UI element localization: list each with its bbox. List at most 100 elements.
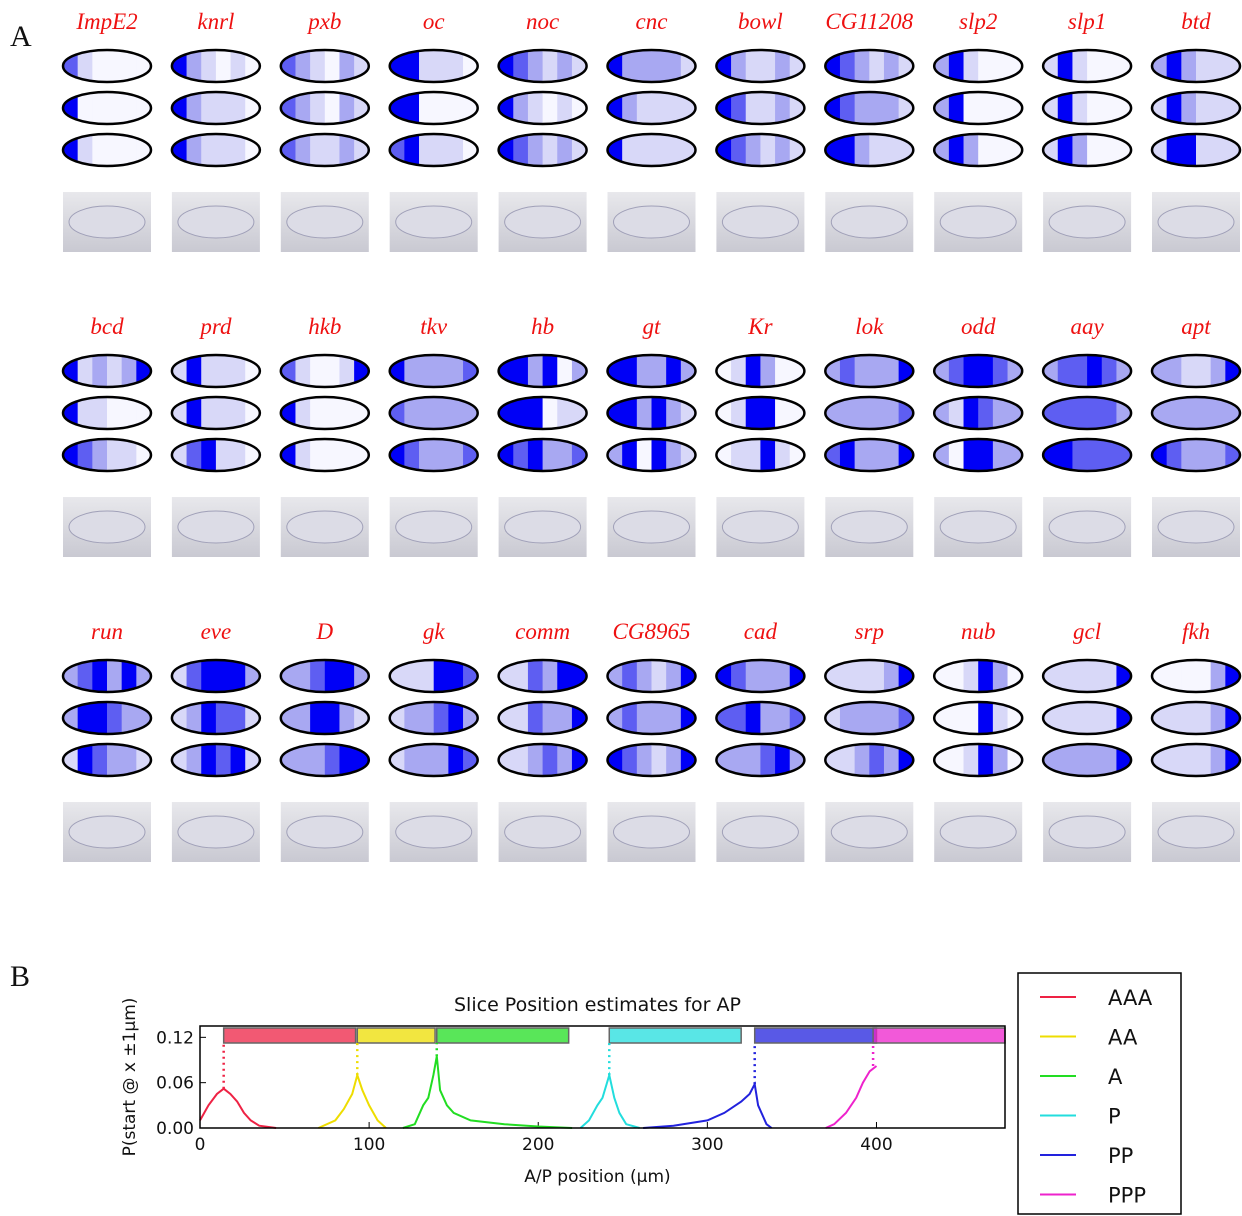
slice: [622, 134, 637, 166]
figure: A B ImpE2knrlpxbocnoccncbowlCG11208slp2s…: [0, 0, 1242, 1216]
slice: [310, 92, 325, 124]
slice: [1181, 702, 1196, 734]
embryo-photo-shape: [396, 816, 472, 848]
slice: [513, 134, 528, 166]
slice: [978, 355, 993, 387]
embryo-photo-shape: [722, 511, 798, 543]
gene-name: gk: [423, 619, 446, 644]
gene-name: cnc: [636, 9, 668, 34]
slice: [78, 134, 93, 166]
y-tick-label: 0.06: [156, 1074, 194, 1094]
slice: [855, 134, 870, 166]
slice: [1167, 92, 1182, 124]
slice: [187, 92, 202, 124]
slice: [201, 134, 216, 166]
slice: [310, 355, 325, 387]
slice: [855, 355, 870, 387]
slice: [78, 92, 93, 124]
slice: [107, 397, 122, 429]
slice: [949, 744, 964, 776]
embryo-photo-shape: [1049, 816, 1125, 848]
gene-name: tkv: [420, 314, 448, 339]
slice: [419, 660, 434, 692]
x-tick-label: 400: [860, 1135, 892, 1155]
slice: [187, 702, 202, 734]
slice: [652, 660, 667, 692]
slice: [637, 355, 652, 387]
slice: [92, 660, 107, 692]
gene-name: CG11208: [825, 9, 913, 34]
panel-label: B: [10, 960, 30, 993]
slice: [1058, 660, 1073, 692]
slice: [964, 439, 979, 471]
slice: [760, 50, 775, 82]
slice: [1072, 744, 1087, 776]
slice: [404, 397, 419, 429]
slice: [295, 355, 310, 387]
slice: [107, 355, 122, 387]
gene-name: nub: [961, 619, 996, 644]
slice: [622, 92, 637, 124]
embryo-photo-shape: [614, 206, 690, 238]
slice: [107, 439, 122, 471]
slice: [78, 702, 93, 734]
slice: [92, 439, 107, 471]
slice: [434, 355, 449, 387]
slice: [92, 744, 107, 776]
slice: [855, 660, 870, 692]
embryo-photo-shape: [396, 511, 472, 543]
slice: [1167, 134, 1182, 166]
slice: [840, 397, 855, 429]
slice: [107, 660, 122, 692]
x-axis-label: A/P position (μm): [524, 1167, 670, 1187]
slice: [731, 50, 746, 82]
slice: [1196, 744, 1211, 776]
slice: [869, 660, 884, 692]
embryo-photo-shape: [1158, 816, 1234, 848]
slice: [637, 50, 652, 82]
slice: [404, 92, 419, 124]
slice: [1196, 702, 1211, 734]
slice: [746, 744, 761, 776]
slice: [419, 744, 434, 776]
slice: [731, 702, 746, 734]
slice: [513, 50, 528, 82]
slice: [325, 50, 340, 82]
series-line: [200, 1089, 276, 1128]
gene-name: pxb: [306, 9, 341, 34]
slice: [528, 439, 543, 471]
slice: [92, 355, 107, 387]
y-tick-label: 0.00: [156, 1119, 194, 1139]
slice: [187, 439, 202, 471]
slice: [964, 50, 979, 82]
slice: [1072, 134, 1087, 166]
slice: [869, 439, 884, 471]
slice: [964, 744, 979, 776]
embryo-photo-shape: [1158, 511, 1234, 543]
x-tick-label: 200: [522, 1135, 554, 1155]
slice: [1072, 439, 1087, 471]
gene-name: CG8965: [613, 619, 691, 644]
slice: [201, 439, 216, 471]
slice: [637, 702, 652, 734]
slice: [1196, 92, 1211, 124]
slice: [310, 744, 325, 776]
slice: [419, 355, 434, 387]
slice: [731, 355, 746, 387]
gene-name: prd: [198, 314, 232, 339]
chart-title: Slice Position estimates for AP: [454, 994, 741, 1016]
slice: [760, 439, 775, 471]
gene-name: D: [315, 619, 333, 644]
range-bar: [609, 1028, 741, 1043]
slice: [325, 660, 340, 692]
slice: [528, 92, 543, 124]
slice: [528, 355, 543, 387]
slice: [949, 50, 964, 82]
embryo-photo-shape: [614, 511, 690, 543]
embryo-photo-shape: [69, 816, 145, 848]
slice: [855, 702, 870, 734]
slice: [1072, 50, 1087, 82]
slice: [1058, 439, 1073, 471]
slice: [78, 397, 93, 429]
slice: [949, 702, 964, 734]
